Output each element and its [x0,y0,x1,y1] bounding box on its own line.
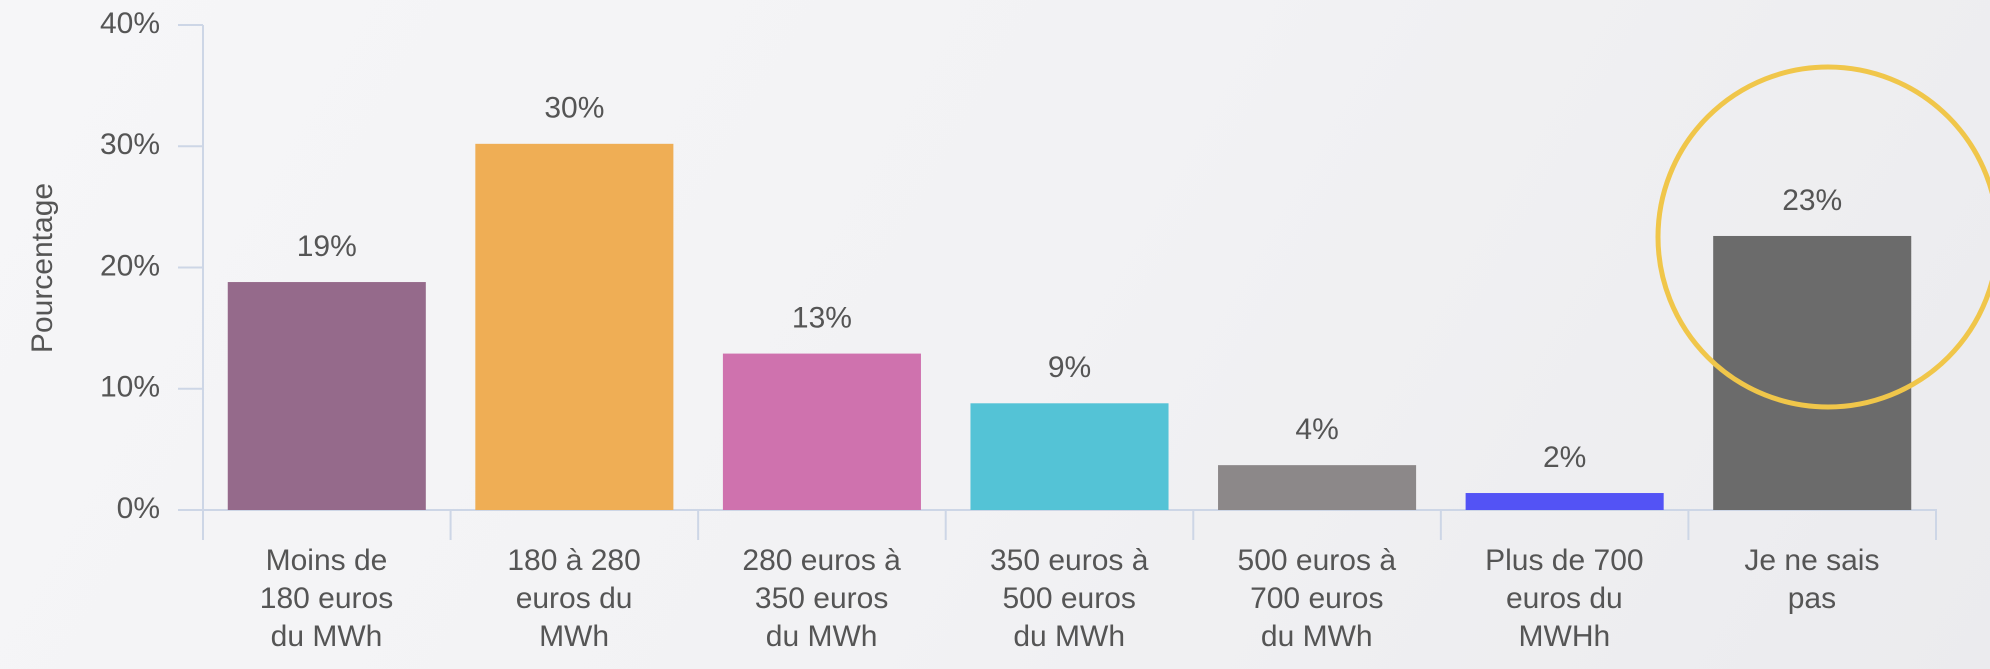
value-label: 19% [297,230,357,263]
highlight-circle [1655,64,1990,410]
y-tick-label: 10% [100,371,160,404]
x-tick-label: 180 à 280 euros du MWh [507,544,641,653]
x-tick-label: Moins de 180 euros du MWh [259,544,394,653]
bar [475,143,674,510]
y-axis-label: Pourcentage [26,183,59,353]
x-tick-label: 350 euros à 500 euros du MWh [989,544,1149,653]
value-label: 23% [1782,184,1842,217]
y-tick-label: 0% [117,492,160,525]
value-label: 4% [1295,413,1338,446]
x-tick-label: 500 euros à 700 euros du MWh [1237,544,1396,653]
x-tick-label: Je ne sais pas [1744,544,1880,615]
bar [1218,465,1417,510]
x-tick-label: Plus de 700 euros du MWHh [1485,544,1644,653]
value-label: 30% [544,92,604,125]
y-tick-label: 20% [100,249,160,282]
bar [970,403,1169,510]
y-tick-label: 30% [100,128,160,161]
bar [1465,493,1664,510]
x-tick-label: 280 euros à 350 euros du MWh [742,544,901,653]
value-label: 9% [1048,351,1091,384]
bar [227,282,426,510]
value-label: 13% [792,302,852,335]
value-label: 2% [1543,441,1586,474]
bar [1713,235,1912,510]
y-tick-label: 40% [100,7,160,40]
bar [722,353,921,510]
